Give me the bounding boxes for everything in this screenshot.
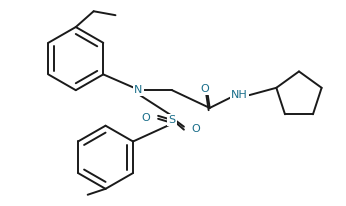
Text: NH: NH: [231, 90, 248, 100]
Text: O: O: [142, 113, 151, 123]
Text: O: O: [191, 124, 200, 134]
Text: N: N: [134, 85, 143, 95]
Text: O: O: [201, 84, 210, 94]
Text: S: S: [169, 115, 175, 125]
